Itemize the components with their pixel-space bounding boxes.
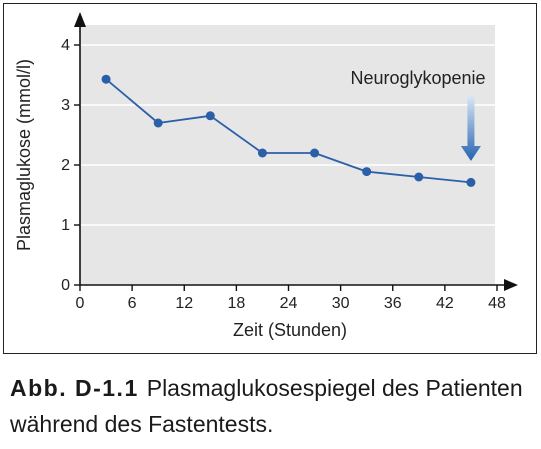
- plot-background: [80, 25, 495, 285]
- y-tick-label-2: 2: [61, 157, 70, 174]
- data-point-9: [153, 118, 163, 128]
- x-tick-label-12: 12: [175, 295, 193, 312]
- gridlines: [80, 44, 495, 226]
- data-point-33: [362, 167, 372, 177]
- x-tick-label-6: 6: [128, 295, 137, 312]
- x-axis-arrowhead: [504, 279, 518, 291]
- x-tick-label-24: 24: [280, 295, 298, 312]
- x-tick-label-42: 42: [436, 295, 454, 312]
- data-point-45: [466, 177, 476, 187]
- data-series: [101, 74, 476, 187]
- down-arrow-icon: [460, 95, 481, 161]
- caption-label: Abb. D-1.1: [10, 375, 139, 401]
- data-point-15: [205, 111, 215, 121]
- caption-text: Plasmaglukosespiegel des Patienten währe…: [10, 375, 523, 437]
- y-axis-arrowhead: [74, 12, 86, 27]
- figure-caption: Abb. D-1.1 Plasmaglukosespiegel des Patie…: [10, 370, 530, 442]
- data-point-3: [101, 74, 111, 84]
- y-tick-label-0: 0: [61, 277, 70, 294]
- x-tick-label-30: 30: [332, 295, 350, 312]
- y-tick-label-3: 3: [61, 97, 70, 114]
- x-axis-title: Zeit (Stunden): [233, 320, 347, 340]
- annotation: Neuroglykopenie: [350, 68, 486, 161]
- annotation-label: Neuroglykopenie: [350, 68, 485, 88]
- data-point-27: [310, 148, 320, 158]
- y-axis-title: Plasmaglukose (mmol/l): [14, 59, 34, 251]
- x-tick-label-0: 0: [76, 295, 85, 312]
- y-tick-label-1: 1: [61, 217, 70, 234]
- data-point-21: [257, 148, 267, 158]
- data-point-39: [414, 172, 424, 182]
- y-tick-label-4: 4: [61, 37, 70, 54]
- axes: [74, 12, 518, 291]
- x-tick-label-36: 36: [384, 295, 402, 312]
- x-tick-label-48: 48: [488, 295, 506, 312]
- x-tick-label-18: 18: [227, 295, 245, 312]
- series-line-0: [105, 78, 472, 184]
